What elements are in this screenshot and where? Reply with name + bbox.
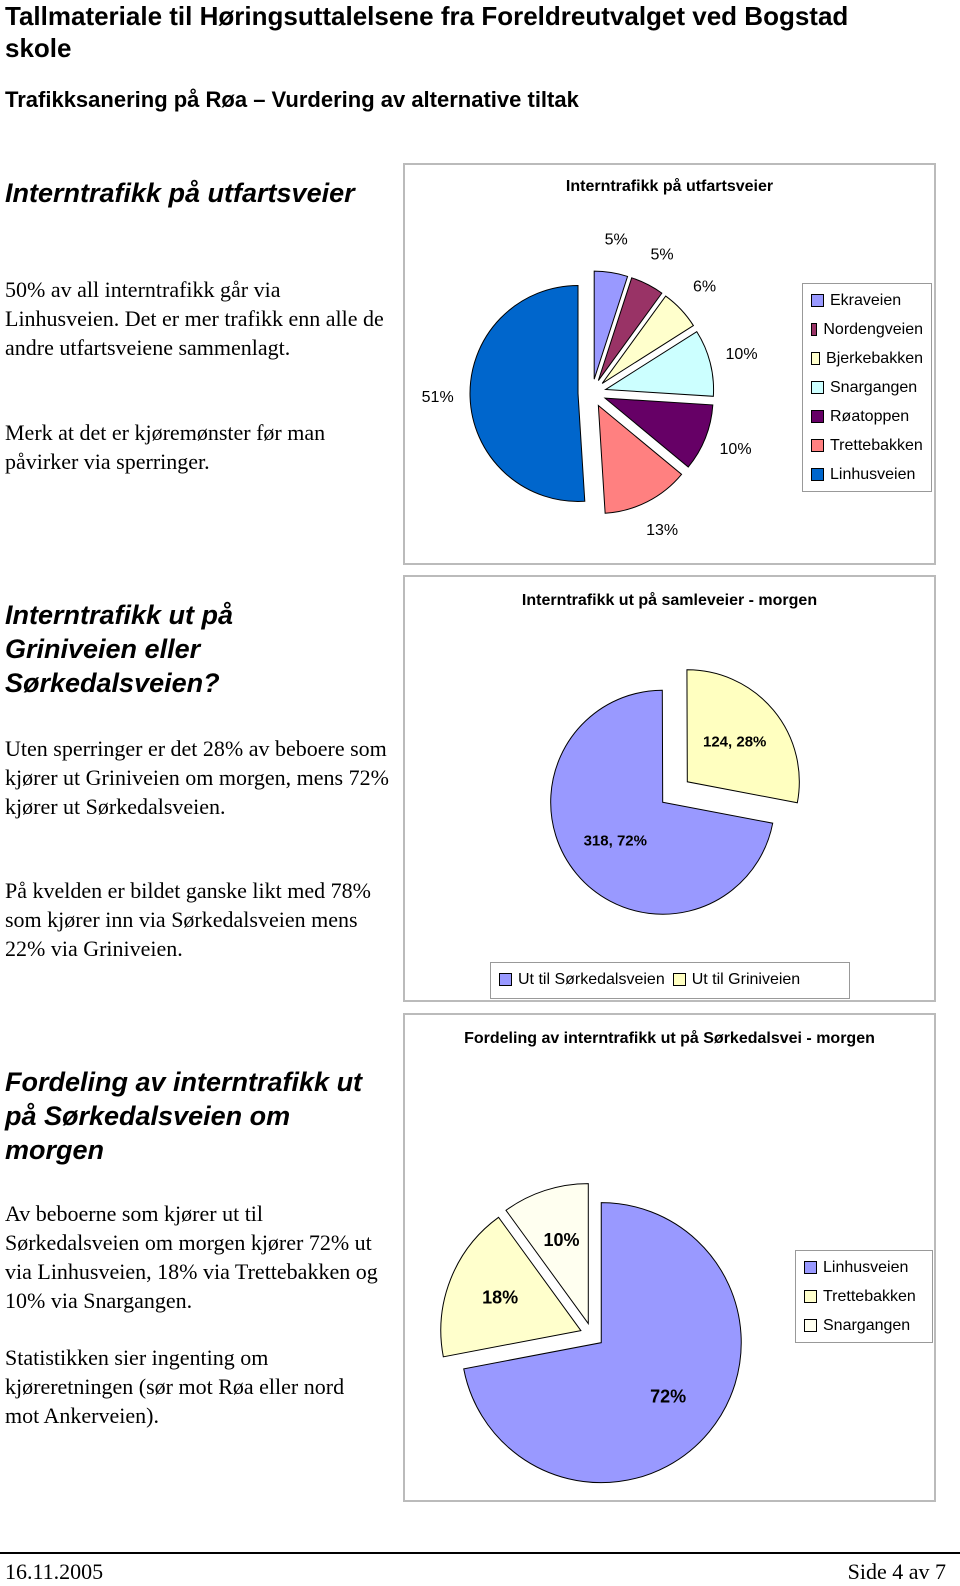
legend-swatch — [811, 294, 824, 307]
legend-label: Ekraveien — [830, 292, 902, 309]
data-label: 10% — [726, 346, 758, 363]
legend-swatch — [804, 1319, 817, 1332]
legend: Ekraveien Nordengveien Bjerkebakken Snargan… — [802, 283, 932, 492]
legend-item: Ut til Sørkedalsveien — [499, 965, 665, 994]
legend-item: Trettebakken — [804, 1282, 924, 1311]
data-label: 124, 28% — [703, 733, 766, 750]
legend-label: Snargangen — [830, 379, 918, 396]
pie-slice — [597, 277, 663, 381]
data-label: 10% — [720, 441, 752, 458]
chart-title: Fordeling av interntrafikk ut på Sørkeda… — [464, 1030, 875, 1047]
data-label: 318, 72% — [584, 833, 647, 850]
chart-title: Interntrafikk ut på samleveier - morgen — [521, 592, 818, 609]
legend-label: Røatoppen — [830, 408, 910, 425]
data-label: 18% — [482, 1287, 518, 1307]
chart: 72% 18% 10% — [440, 1183, 742, 1484]
doc-title: Tallmateriale til Høringsuttalelsene fra… — [5, 1, 849, 63]
legend-label: Trettebakken — [823, 1288, 916, 1305]
legend-item: Snargangen — [811, 373, 923, 402]
pie-slice — [505, 1183, 589, 1326]
legend: Ut til Sørkedalsveien Ut til Griniveien — [490, 962, 850, 999]
legend-label: Ut til Sørkedalsveien — [518, 971, 665, 988]
legend-item: Ekraveien — [811, 286, 923, 315]
legend-label: Linhusveien — [830, 466, 916, 483]
data-label: 10% — [543, 1230, 579, 1250]
chart-box: 318, 72% 124, 28% Interntrafikk ut på saml… — [403, 575, 936, 1002]
section-heading: Fordeling av interntrafikk ut på Sørkeda… — [5, 1067, 363, 1165]
chart: 5% 5% 6% 10% 10% 13% 51% — [422, 232, 758, 539]
legend-item: Linhusveien — [811, 460, 923, 489]
data-label: 5% — [605, 232, 628, 249]
pie-slice — [440, 1216, 582, 1358]
legend-label: Snargangen — [823, 1317, 911, 1334]
legend-label: Bjerkebakken — [826, 350, 923, 367]
pie-slice — [469, 284, 586, 502]
chart-box: 72% 18% 10% Fordeling av interntrafikk ut p… — [403, 1013, 936, 1502]
pie-slice — [550, 689, 774, 915]
legend-label: Linhusveien — [823, 1259, 909, 1276]
data-label: 51% — [422, 389, 454, 406]
paragraph: 50% av all interntrafikk går via Linhusv… — [5, 277, 384, 360]
chart: 318, 72% 124, 28% — [550, 669, 800, 915]
paragraph: Statistikken sier ingenting om kjøreretn… — [5, 1345, 345, 1428]
paragraph: På kvelden er bildet ganske likt med 78%… — [5, 878, 371, 961]
footer-date: 16.11.2005 — [5, 1559, 104, 1584]
data-label: 6% — [693, 279, 716, 296]
paragraph: Av beboerne som kjører ut til Sørkedalsv… — [5, 1201, 378, 1313]
doc-subtitle: Trafikksanering på Røa – Vurdering av al… — [5, 87, 579, 112]
legend-item: Nordengveien — [811, 315, 923, 344]
data-label: 72% — [650, 1387, 686, 1407]
legend-item: Snargangen — [804, 1311, 924, 1340]
legend-item: Trettebakken — [811, 431, 923, 460]
pie-slice — [686, 669, 800, 804]
chart-title: Interntrafikk på utfartsveier — [565, 178, 774, 195]
section-heading: Interntrafikk på utfartsveier — [5, 178, 355, 208]
data-label: 13% — [646, 522, 678, 539]
legend-swatch — [804, 1261, 817, 1274]
legend-label: Nordengveien — [823, 321, 923, 338]
pie-slice — [593, 270, 629, 380]
legend-swatch — [811, 410, 824, 423]
paragraph: Uten sperringer er det 28% av beboere so… — [5, 736, 389, 819]
pie-slice — [603, 397, 714, 468]
legend-swatch — [811, 381, 824, 394]
legend: Linhusveien Trettebakken Snargangen — [795, 1250, 933, 1343]
data-label: 5% — [651, 247, 674, 264]
footer-page: Side 4 av 7 — [847, 1559, 946, 1584]
pie-slice — [597, 404, 683, 514]
chart-box: 5% 5% 6% 10% 10% 13% 51% Interntrafikk på utfar… — [403, 163, 936, 565]
legend-swatch — [811, 468, 824, 481]
pie-slice — [463, 1202, 742, 1484]
legend-swatch — [811, 439, 824, 452]
legend-label: Trettebakken — [830, 437, 923, 454]
legend-item: Linhusveien — [804, 1253, 924, 1282]
section-heading: Interntrafikk ut på Griniveien eller Sør… — [5, 600, 234, 698]
legend-item: Ut til Griniveien — [672, 965, 801, 994]
legend-swatch — [672, 973, 686, 986]
legend-swatch — [811, 323, 818, 336]
legend-item: Røatoppen — [811, 402, 923, 431]
legend-item: Bjerkebakken — [811, 344, 923, 373]
legend-swatch — [804, 1290, 817, 1303]
footer-rule — [0, 1552, 960, 1554]
legend-label: Ut til Griniveien — [691, 971, 801, 988]
legend-swatch — [811, 352, 821, 365]
paragraph: Merk at det er kjøremønster før man påvi… — [5, 420, 326, 474]
pie-slice — [601, 295, 695, 384]
pie-slice — [603, 330, 715, 397]
legend-swatch — [499, 973, 512, 986]
